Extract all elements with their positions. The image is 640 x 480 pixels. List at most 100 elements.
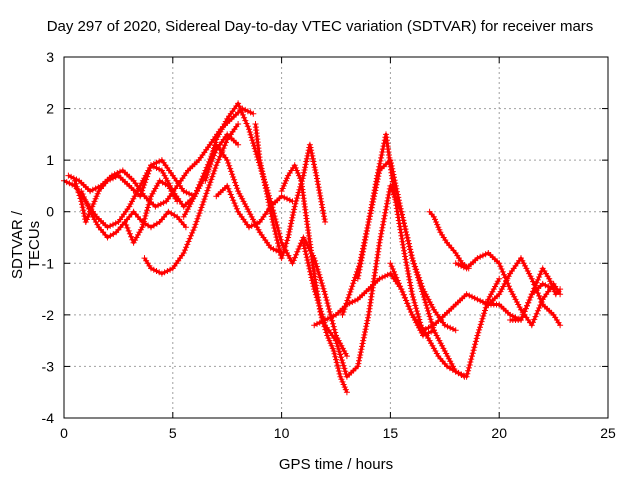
data-point [161,172,168,179]
data-point [460,264,467,271]
data-point [392,182,399,189]
data-point [286,255,293,262]
data-point [230,197,237,204]
data-point [480,313,487,319]
data-point [196,210,203,217]
data-point [557,322,564,329]
data-point [224,157,231,164]
data-point [130,195,137,202]
data-point [246,129,253,135]
data-point [306,141,313,148]
data-point [317,277,324,284]
data-point [126,203,133,210]
data-point [379,274,386,281]
data-point [291,203,298,210]
data-point [194,215,201,222]
series-sat-s [485,255,564,329]
data-point [418,285,425,292]
data-point [237,106,244,113]
data-point [138,190,145,197]
data-point [350,280,357,287]
data-point [439,342,446,349]
data-point [316,302,323,309]
data-point [384,271,391,278]
data-point [356,354,363,361]
data-point [534,307,541,314]
data-point [268,210,275,217]
data-point [306,265,313,272]
data-point [284,237,291,244]
data-point [347,288,354,295]
data-point [222,118,229,125]
data-point [315,300,322,306]
data-point [220,145,227,152]
data-point [343,300,350,307]
data-point [387,157,394,164]
data-point [318,311,325,318]
data-point [272,228,279,235]
x-axis-label: GPS time / hours [278,456,394,473]
data-point [520,260,527,267]
data-point [477,324,483,331]
data-point [223,139,229,146]
data-point [202,177,209,184]
data-point [144,173,151,180]
data-point [312,169,319,176]
data-point [423,332,430,339]
data-point [405,237,412,244]
data-point [371,193,378,200]
data-point [315,269,322,275]
data-point [425,310,432,317]
data-point [445,355,452,362]
data-point [401,250,408,257]
data-point [362,236,369,243]
data-point [308,150,315,157]
data-point [187,201,194,207]
data-point [410,296,417,303]
data-point [180,213,187,220]
data-point [235,188,242,195]
x-tick-label: 10 [274,425,290,441]
data-point [420,294,427,300]
data-point [74,186,81,193]
data-point [195,184,202,191]
data-point [357,352,364,358]
data-point [80,194,87,200]
data-point [283,177,289,184]
data-point [365,314,371,321]
data-point [395,280,402,287]
data-point [497,263,504,270]
data-point [290,257,297,264]
data-point [492,283,499,290]
data-point [334,362,341,369]
data-point [196,181,203,188]
data-point [267,207,274,214]
data-point [207,179,214,186]
data-point [372,187,379,194]
data-point [210,170,217,177]
data-point [411,263,418,270]
data-point [389,168,396,175]
data-point [425,324,432,331]
data-point [325,303,332,309]
data-point [68,173,75,180]
data-point [192,221,199,228]
data-point [397,283,404,290]
data-point [285,234,292,241]
series-sat-e [121,177,181,246]
data-point [333,359,340,366]
y-tick-label: 3 [46,49,54,65]
data-point [146,167,153,174]
data-point [367,210,374,217]
data-point [229,171,236,178]
data-point [355,360,362,367]
data-point [311,286,318,293]
data-point [310,283,317,290]
data-point [474,255,481,262]
data-point [362,329,368,335]
data-point [187,232,194,239]
data-point [472,341,479,348]
data-point [425,307,432,314]
data-point [326,308,333,315]
data-point [89,203,96,210]
